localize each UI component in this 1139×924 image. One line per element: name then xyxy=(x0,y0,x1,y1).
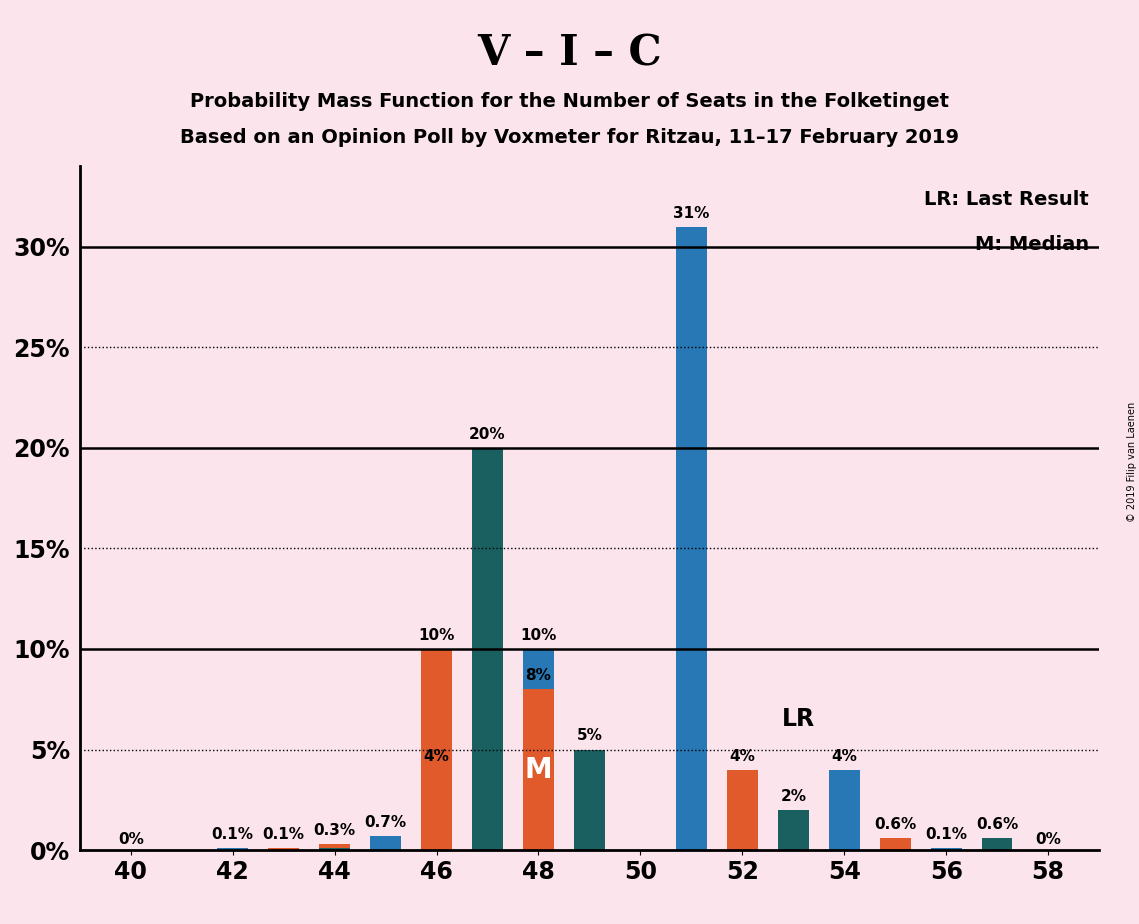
Text: M: Median: M: Median xyxy=(975,235,1089,254)
Bar xyxy=(421,770,452,850)
Bar xyxy=(982,838,1013,850)
Text: 0%: 0% xyxy=(117,833,144,847)
Text: © 2019 Filip van Laenen: © 2019 Filip van Laenen xyxy=(1126,402,1137,522)
Text: 31%: 31% xyxy=(673,206,710,221)
Text: 8%: 8% xyxy=(525,668,551,683)
Text: 4%: 4% xyxy=(831,748,858,763)
Text: 0.7%: 0.7% xyxy=(364,815,407,830)
Text: 0.1%: 0.1% xyxy=(925,827,967,842)
Text: 10%: 10% xyxy=(521,628,557,643)
Bar xyxy=(778,809,809,850)
Text: Based on an Opinion Poll by Voxmeter for Ritzau, 11–17 February 2019: Based on an Opinion Poll by Voxmeter for… xyxy=(180,128,959,147)
Text: M: M xyxy=(525,756,552,784)
Text: V – I – C: V – I – C xyxy=(477,32,662,74)
Text: Probability Mass Function for the Number of Seats in the Folketinget: Probability Mass Function for the Number… xyxy=(190,92,949,112)
Bar xyxy=(421,649,452,850)
Bar xyxy=(677,226,706,850)
Text: 5%: 5% xyxy=(576,728,603,744)
Text: 2%: 2% xyxy=(780,789,806,804)
Bar xyxy=(370,836,401,850)
Bar xyxy=(523,689,554,850)
Text: 0.3%: 0.3% xyxy=(313,823,355,838)
Bar xyxy=(523,649,554,850)
Text: 0.1%: 0.1% xyxy=(263,827,304,842)
Text: 0.6%: 0.6% xyxy=(874,817,917,832)
Bar xyxy=(319,844,350,850)
Text: 0.1%: 0.1% xyxy=(212,827,254,842)
Text: 20%: 20% xyxy=(469,427,506,442)
Bar xyxy=(880,838,910,850)
Text: 4%: 4% xyxy=(424,748,450,763)
Text: 0%: 0% xyxy=(1035,833,1062,847)
Bar xyxy=(218,848,248,850)
Text: LR: Last Result: LR: Last Result xyxy=(924,190,1089,209)
Bar xyxy=(269,848,298,850)
Text: 0.6%: 0.6% xyxy=(976,817,1018,832)
Bar xyxy=(931,848,961,850)
Bar xyxy=(574,749,605,850)
Bar xyxy=(829,770,860,850)
Bar xyxy=(473,448,502,850)
Text: LR: LR xyxy=(781,708,816,732)
Text: 4%: 4% xyxy=(729,748,755,763)
Bar xyxy=(727,770,757,850)
Text: 10%: 10% xyxy=(418,628,454,643)
Bar xyxy=(319,848,350,850)
